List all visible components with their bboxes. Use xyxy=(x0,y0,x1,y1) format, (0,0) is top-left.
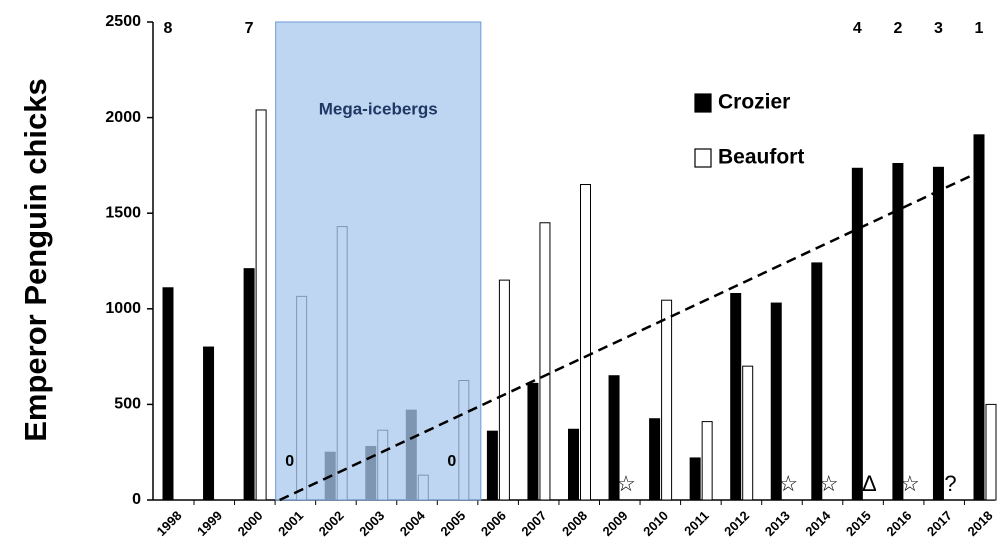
bar xyxy=(527,382,539,501)
bar xyxy=(568,428,579,501)
bar xyxy=(973,134,985,501)
annotation: 2 xyxy=(893,20,902,37)
annotation: ☆ xyxy=(900,471,920,496)
y-tick-label: 2500 xyxy=(105,13,141,30)
bar xyxy=(162,287,174,501)
bar xyxy=(851,167,863,501)
bar xyxy=(486,430,498,501)
bar xyxy=(892,162,904,501)
trend-line xyxy=(279,168,986,502)
x-tick-label: 2007 xyxy=(518,508,549,539)
annotation: ? xyxy=(944,471,956,496)
bar xyxy=(661,299,673,501)
annotation: 0 xyxy=(285,453,294,470)
bar xyxy=(689,457,701,501)
x-tick-label: 2008 xyxy=(559,508,590,539)
bar xyxy=(649,418,661,501)
annotation: ☆ xyxy=(616,471,636,496)
bar xyxy=(580,184,591,501)
bar xyxy=(985,403,997,501)
x-tick-label: 2003 xyxy=(356,508,387,539)
bar xyxy=(730,293,742,501)
annotation: 1 xyxy=(975,20,984,37)
legend-swatch xyxy=(694,93,712,113)
bar xyxy=(701,421,713,501)
annotation: 7 xyxy=(245,20,254,37)
annotation: 3 xyxy=(934,20,943,37)
bar xyxy=(742,365,754,501)
bar xyxy=(932,166,944,501)
shaded-region xyxy=(275,21,482,501)
bar xyxy=(255,109,267,501)
y-tick-label: 500 xyxy=(114,396,141,413)
annotation: ☆ xyxy=(778,471,798,496)
y-axis-label: Emperor Penguin chicks xyxy=(18,78,53,442)
x-tick-label: 2011 xyxy=(681,508,712,539)
y-tick-label: 1000 xyxy=(105,300,141,317)
x-tick-label: 2016 xyxy=(883,508,914,539)
annotation: 8 xyxy=(164,20,173,37)
annotation: 0 xyxy=(893,453,902,470)
x-tick-label: 2000 xyxy=(235,508,266,539)
annotation: 0 xyxy=(447,453,456,470)
x-tick-label: 2017 xyxy=(924,508,955,539)
x-tick-label: 2014 xyxy=(802,507,834,539)
legend-label: Beaufort xyxy=(718,146,804,169)
x-tick-label: 2012 xyxy=(721,508,752,539)
bar xyxy=(539,222,551,501)
y-tick-label: 0 xyxy=(132,491,141,508)
x-tick-label: 1999 xyxy=(194,508,225,539)
annotation: Δ xyxy=(862,471,877,496)
x-tick-label: 2001 xyxy=(275,508,306,539)
bar xyxy=(243,268,255,501)
x-tick-label: 2009 xyxy=(600,508,631,539)
x-tick-label: 2015 xyxy=(843,508,874,539)
annotation: ☆ xyxy=(819,471,839,496)
x-tick-label: 2018 xyxy=(964,508,995,539)
bar xyxy=(608,375,620,501)
x-tick-label: 2010 xyxy=(640,508,671,539)
y-tick-label: 2000 xyxy=(105,109,141,126)
legend-label: Crozier xyxy=(718,91,790,114)
annotation: 4 xyxy=(853,20,862,37)
y-tick-label: 1500 xyxy=(105,204,141,221)
x-tick-label: 1998 xyxy=(153,508,184,539)
x-tick-label: 2005 xyxy=(437,508,468,539)
legend-swatch xyxy=(694,148,712,168)
x-tick-label: 2002 xyxy=(316,508,347,539)
bar xyxy=(203,346,215,501)
bar xyxy=(770,302,782,501)
bar xyxy=(811,262,823,501)
x-tick-label: 2013 xyxy=(762,508,793,539)
region-label: Mega-icebergs xyxy=(319,99,438,118)
x-tick-label: 2004 xyxy=(397,507,429,539)
x-tick-label: 2006 xyxy=(478,508,509,539)
bar xyxy=(498,279,510,501)
